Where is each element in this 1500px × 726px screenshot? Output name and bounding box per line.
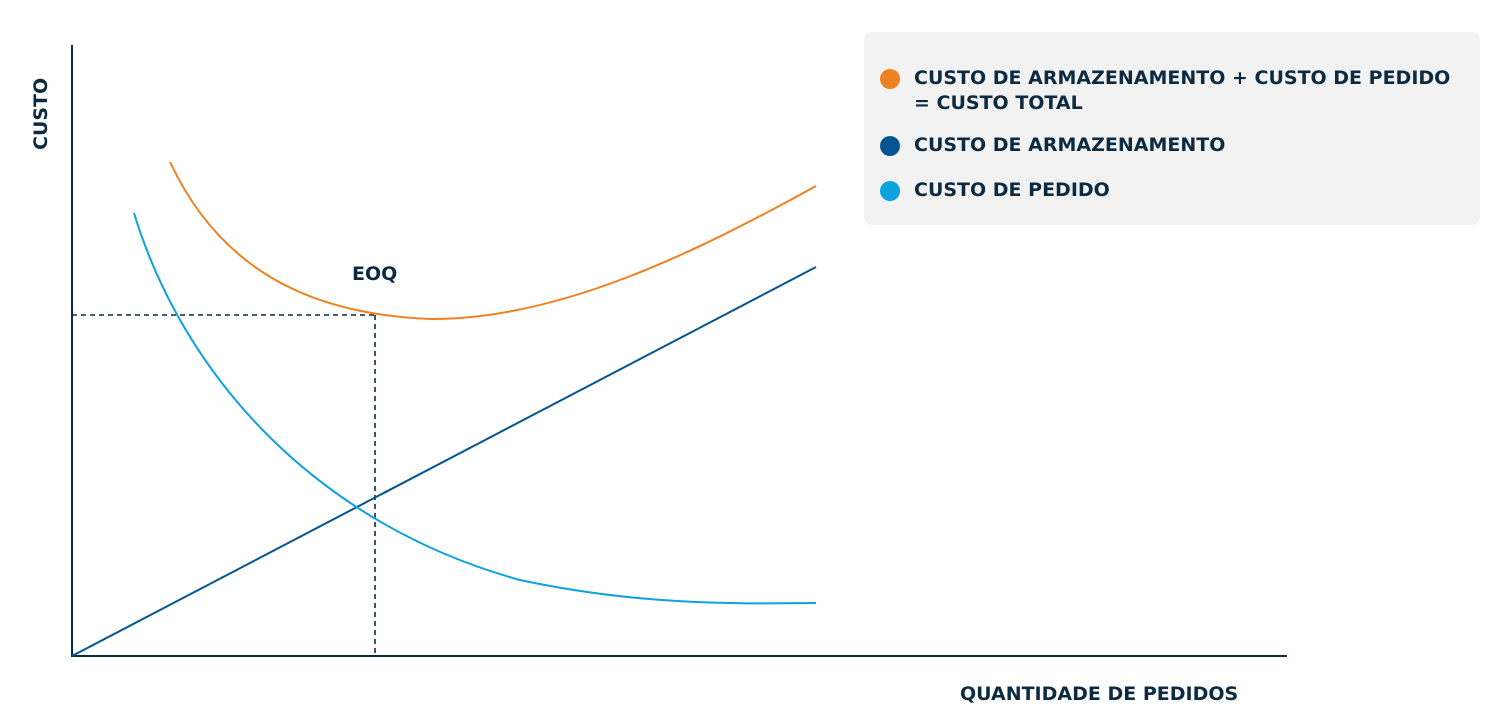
legend-item-order-cost: CUSTO DE PEDIDO [914, 179, 1110, 201]
eoq-label: EOQ [352, 263, 398, 285]
order-cost-curve [133, 212, 817, 605]
storage-cost-legend-dot [880, 136, 900, 156]
legend-total-line2: = CUSTO TOTAL [914, 92, 1083, 114]
order-cost-legend-dot [880, 181, 900, 201]
legend-item-storage-cost: CUSTO DE ARMAZENAMENTO [914, 134, 1226, 156]
total-cost-curve [169, 161, 817, 321]
legend-item-total-cost: CUSTO DE ARMAZENAMENTO + CUSTO DE PEDIDO… [914, 66, 1450, 116]
legend: CUSTO DE ARMAZENAMENTO + CUSTO DE PEDIDO… [864, 32, 1480, 225]
legend-total-line1: CUSTO DE ARMAZENAMENTO + CUSTO DE PEDIDO [914, 67, 1451, 89]
storage-cost-line [71, 266, 817, 657]
x-axis-label: QUANTIDADE DE PEDIDOS [960, 683, 1239, 705]
y-axis-label: CUSTO [30, 77, 52, 150]
total-cost-legend-dot [880, 69, 900, 89]
